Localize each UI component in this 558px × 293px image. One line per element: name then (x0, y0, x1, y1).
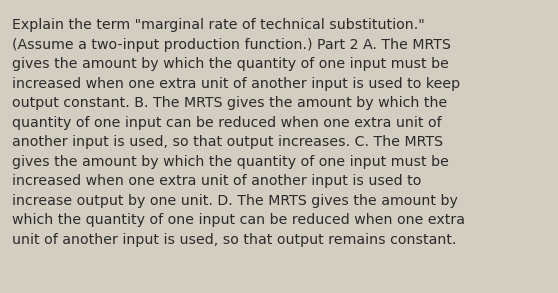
Text: Explain the term "marginal rate of technical substitution."
(Assume a two-input : Explain the term "marginal rate of techn… (12, 18, 465, 246)
